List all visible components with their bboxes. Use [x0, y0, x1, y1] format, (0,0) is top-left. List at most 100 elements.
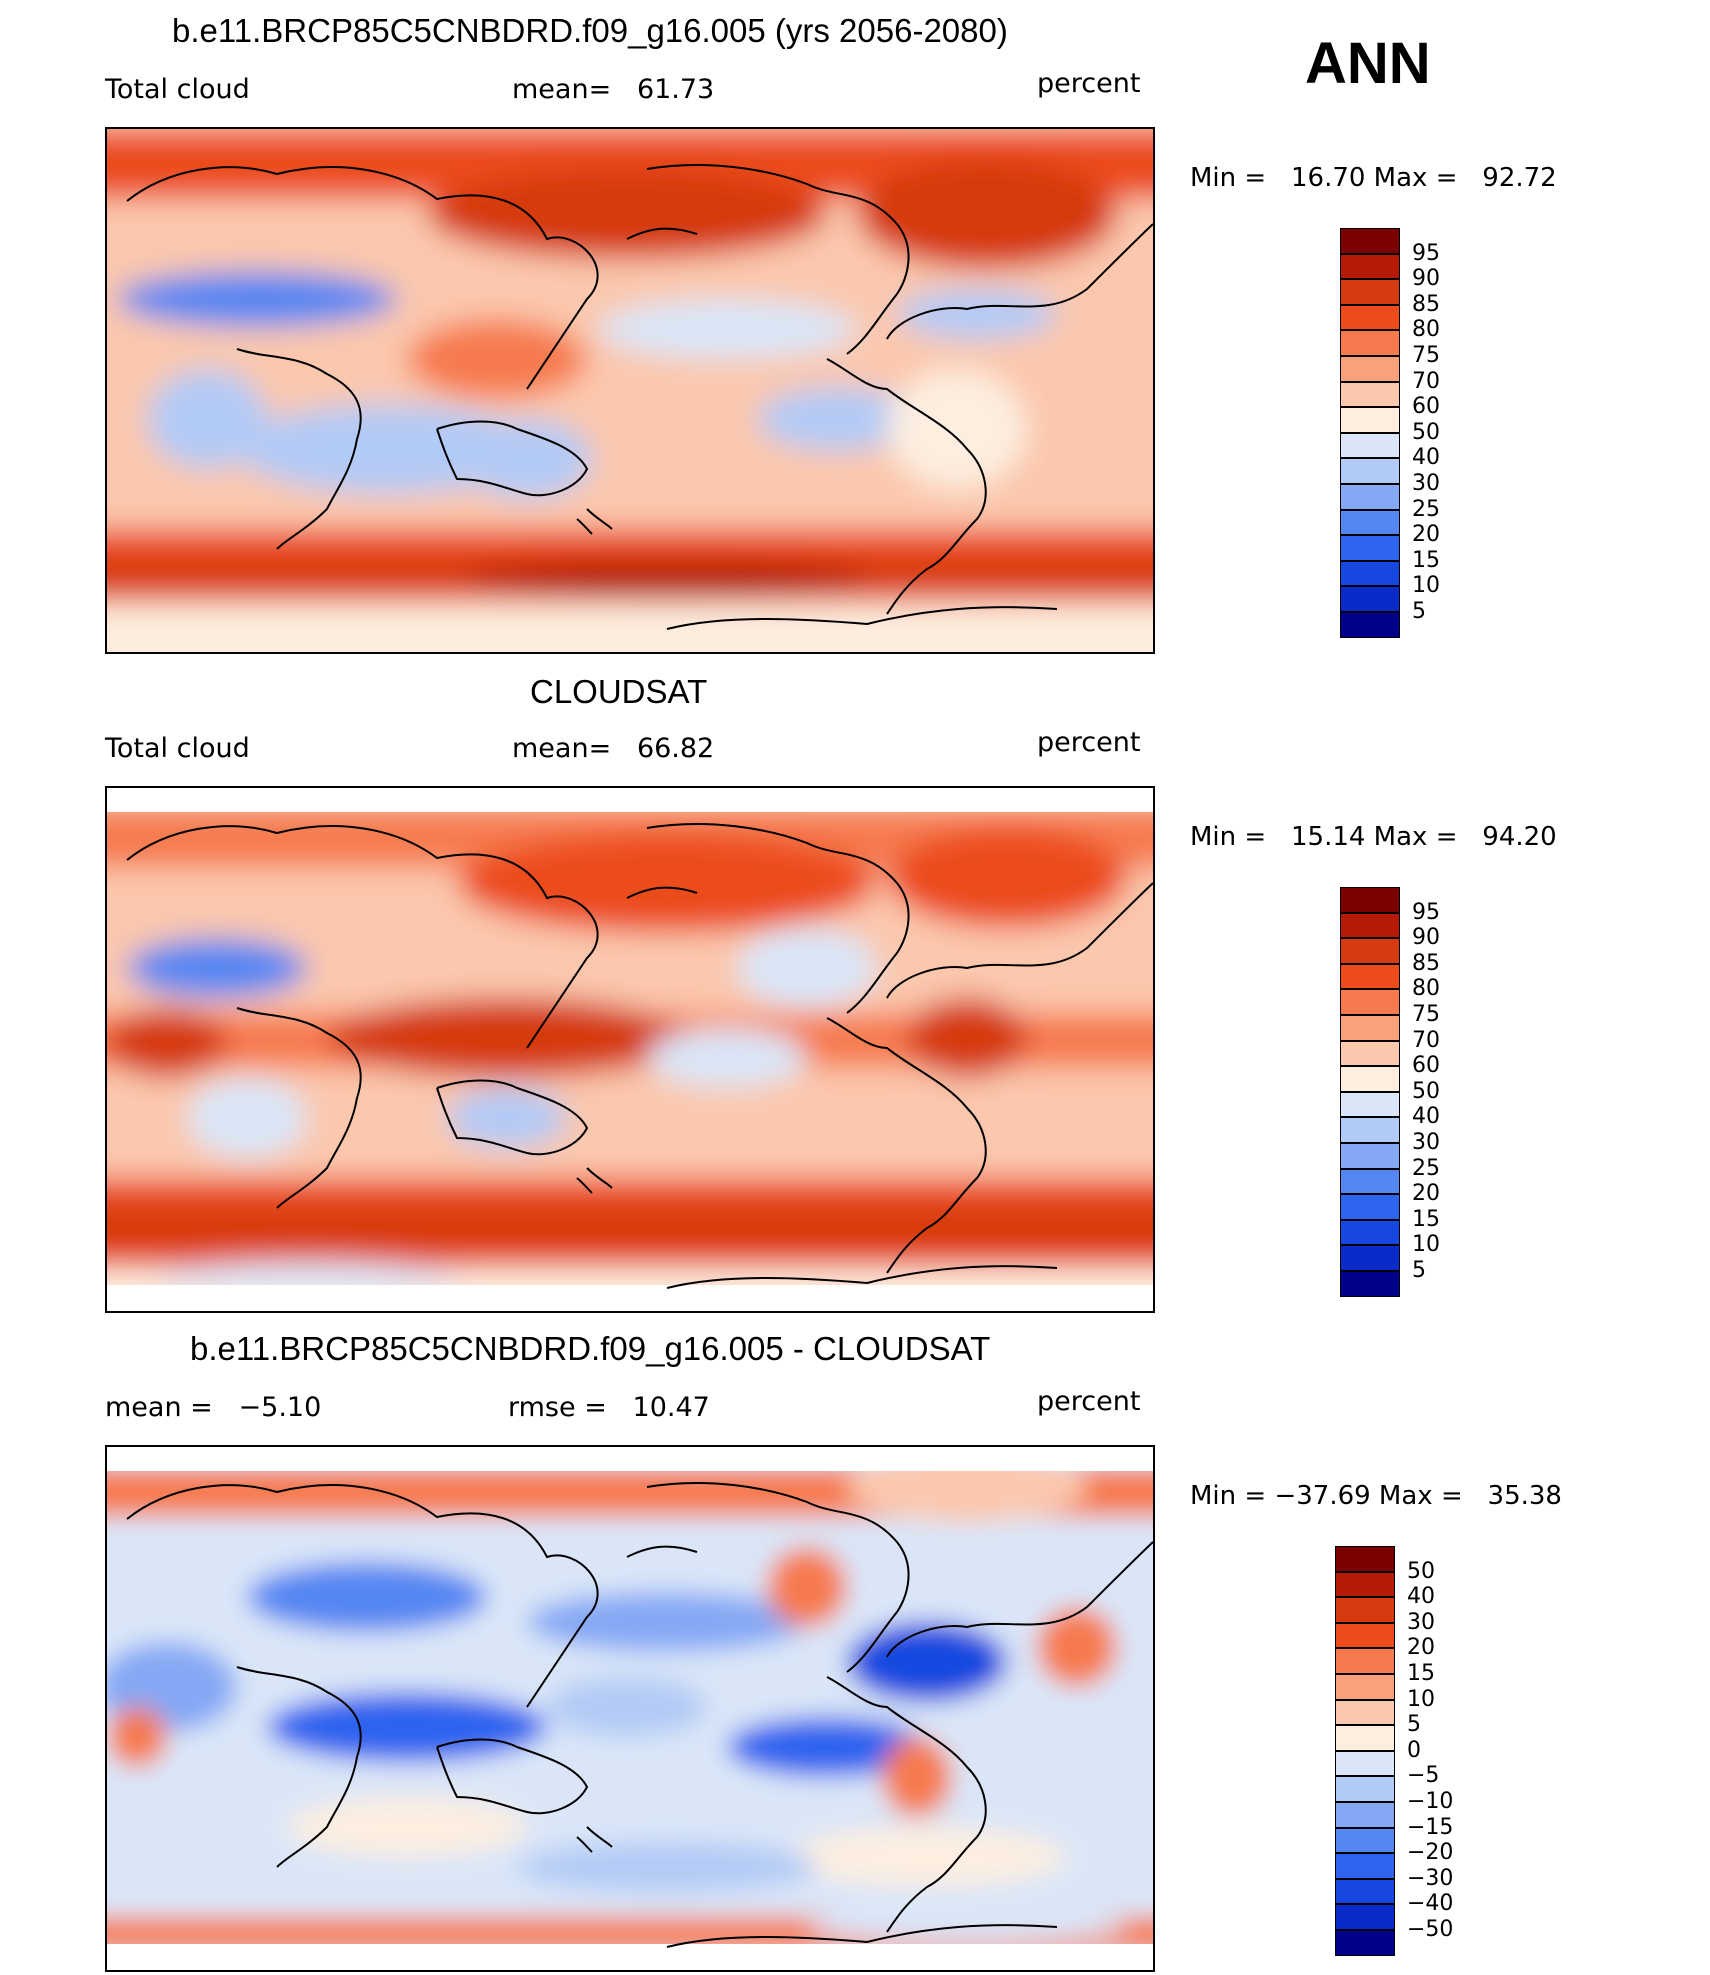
- colorbar-cell: [1340, 279, 1400, 305]
- colorbar-tick-label: 50: [1407, 1558, 1435, 1584]
- colorbar-cell: [1335, 1904, 1395, 1930]
- colorbar-tick-label: 10: [1407, 1686, 1435, 1712]
- colorbar-cell: [1340, 938, 1400, 964]
- colorbar-tick-label: 80: [1412, 976, 1440, 1002]
- colorbar-cell: [1340, 1194, 1400, 1220]
- colorbar-cell: [1335, 1699, 1395, 1726]
- colorbar-cell: [1340, 1168, 1400, 1195]
- colorbar-cell: [1335, 1750, 1395, 1777]
- colorbar-tick-label: 5: [1412, 599, 1426, 624]
- colorbar-tick-label: −30: [1407, 1865, 1454, 1891]
- colorbar-cell: [1340, 1091, 1400, 1118]
- colorbar-cell: [1340, 407, 1400, 433]
- colorbar-cell: [1340, 509, 1400, 536]
- colorbar-cell: [1340, 356, 1400, 382]
- colorbar-tick-label: 30: [1412, 471, 1440, 496]
- panel1-variable-label: Total cloud: [105, 74, 250, 105]
- colorbar-tick-label: 75: [1412, 343, 1440, 368]
- panel2-mean-label: mean= 66.82: [512, 733, 715, 764]
- colorbar-cell: [1335, 1878, 1395, 1905]
- colorbar-cell: [1335, 1546, 1395, 1572]
- colorbar-tick-label: 15: [1412, 1206, 1440, 1232]
- colorbar-tick-label: −50: [1407, 1917, 1454, 1942]
- colorbar-tick-label: −10: [1407, 1789, 1454, 1814]
- colorbar-cell: [1335, 1571, 1395, 1598]
- colorbar-tick-label: 60: [1412, 1053, 1440, 1079]
- colorbar-cell: [1340, 1143, 1400, 1169]
- colorbar-cell: [1340, 1219, 1400, 1246]
- colorbar-cell: [1340, 381, 1400, 408]
- colorbar-cell: [1340, 253, 1400, 280]
- panel3-min-max: Min = −37.69 Max = 35.38: [1190, 1481, 1562, 1511]
- colorbar-cell: [1340, 1040, 1400, 1067]
- colorbar-cell: [1340, 560, 1400, 587]
- colorbar-cell: [1340, 887, 1400, 913]
- colorbar-tick-label: 85: [1412, 950, 1440, 976]
- colorbar-tick-label: 40: [1407, 1584, 1435, 1610]
- colorbar-cell: [1335, 1802, 1395, 1828]
- colorbar-tick-label: −20: [1407, 1840, 1454, 1866]
- panel1-map: [105, 127, 1155, 654]
- colorbar-tick-label: 95: [1412, 899, 1440, 925]
- colorbar-tick-label: 30: [1407, 1609, 1435, 1635]
- colorbar-tick-label: 95: [1412, 240, 1440, 266]
- colorbar-cell: [1340, 330, 1400, 356]
- colorbar-tick-label: 25: [1412, 1155, 1440, 1181]
- colorbar-cell: [1335, 1648, 1395, 1674]
- colorbar-tick-label: 0: [1407, 1737, 1421, 1763]
- colorbar-tick-label: 90: [1412, 266, 1440, 292]
- colorbar-cell: [1340, 228, 1400, 254]
- colorbar-cell: [1335, 1827, 1395, 1854]
- colorbar-cell: [1340, 1117, 1400, 1143]
- panel1-colorbar: 95 90 85 80 75 70 60 50 40 30 25 20 15 10 5: [1340, 228, 1540, 640]
- colorbar-tick-label: 20: [1412, 522, 1440, 548]
- colorbar-tick-label: 30: [1412, 1130, 1440, 1155]
- colorbar-cell: [1340, 612, 1400, 638]
- colorbar-tick-label: 70: [1412, 368, 1440, 394]
- colorbar-tick-label: 20: [1407, 1635, 1435, 1661]
- colorbar-tick-label: 15: [1412, 547, 1440, 573]
- colorbar-cell: [1340, 304, 1400, 331]
- panel2-map: [105, 786, 1155, 1313]
- panel1-min-max: Min = 16.70 Max = 92.72: [1190, 163, 1557, 193]
- colorbar-tick-label: 10: [1412, 573, 1440, 599]
- panel3-rmse-label: rmse = 10.47: [508, 1392, 710, 1423]
- panel2-variable-label: Total cloud: [105, 733, 250, 764]
- season-label: ANN: [1305, 31, 1431, 96]
- colorbar-tick-label: 50: [1412, 1078, 1440, 1104]
- panel3-colorbar: 50 40 30 20 15 10 5 0 −5 −10 −15 −20 −30 −40 −50: [1335, 1546, 1535, 1958]
- panel2-colorbar: 95 90 85 80 75 70 60 50 40 30 25 20 15 10 5: [1340, 887, 1540, 1299]
- colorbar-cell: [1335, 1674, 1395, 1700]
- colorbar-cell: [1335, 1622, 1395, 1649]
- colorbar-tick-label: 85: [1412, 291, 1440, 317]
- panel1-units-label: percent: [1037, 68, 1141, 99]
- colorbar-cell: [1335, 1597, 1395, 1623]
- colorbar-tick-label: 20: [1412, 1181, 1440, 1207]
- panel3-units-label: percent: [1037, 1386, 1141, 1417]
- colorbar-tick-label: 40: [1412, 1104, 1440, 1130]
- colorbar-tick-label: 5: [1407, 1712, 1421, 1738]
- colorbar-tick-label: 60: [1412, 394, 1440, 420]
- colorbar-tick-label: 10: [1412, 1232, 1440, 1258]
- colorbar-cell: [1340, 912, 1400, 939]
- colorbar-cell: [1340, 1066, 1400, 1092]
- colorbar-tick-label: 40: [1412, 445, 1440, 471]
- colorbar-cell: [1335, 1930, 1395, 1956]
- colorbar-cell: [1335, 1776, 1395, 1802]
- panel1-mean-label: mean= 61.73: [512, 74, 715, 105]
- colorbar-tick-label: −15: [1407, 1814, 1454, 1840]
- colorbar-cell: [1335, 1725, 1395, 1751]
- colorbar-tick-label: −40: [1407, 1891, 1454, 1917]
- colorbar-tick-label: 80: [1412, 317, 1440, 343]
- panel3-map: [105, 1445, 1155, 1972]
- panel2-title: CLOUDSAT: [530, 673, 708, 710]
- colorbar-tick-label: 5: [1412, 1258, 1426, 1283]
- colorbar-cell: [1340, 535, 1400, 561]
- panel1-title: b.e11.BRCP85C5CNBDRD.f09_g16.005 (yrs 20…: [172, 12, 1008, 49]
- colorbar-cell: [1340, 963, 1400, 990]
- colorbar-tick-label: −5: [1407, 1763, 1440, 1789]
- panel3-title: b.e11.BRCP85C5CNBDRD.f09_g16.005 - CLOUD…: [190, 1330, 991, 1367]
- colorbar-cell: [1340, 484, 1400, 510]
- colorbar-cell: [1340, 458, 1400, 484]
- colorbar-tick-label: 70: [1412, 1027, 1440, 1053]
